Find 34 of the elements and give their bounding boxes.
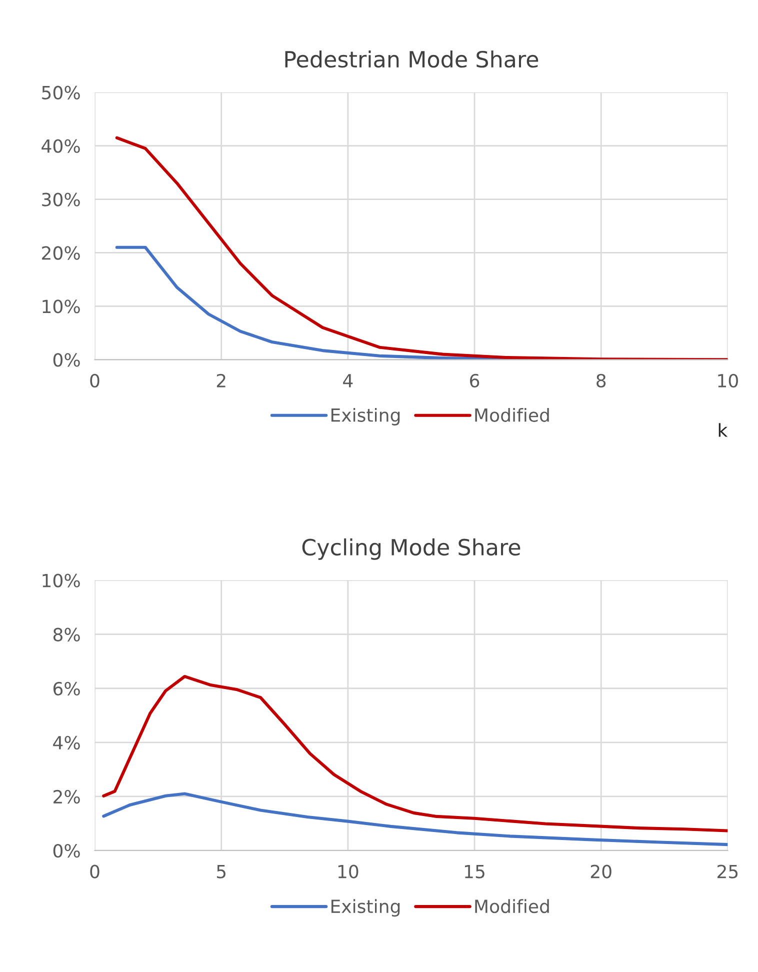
x-tick-label: 0 <box>90 374 100 388</box>
legend-label: Modified <box>475 408 549 422</box>
x-tick-label: 5 <box>216 864 226 878</box>
x-tick-label: 8 <box>596 374 606 388</box>
x-tick-label: 2 <box>216 374 226 388</box>
line-series <box>115 136 728 360</box>
x-tick-label: 0 <box>90 864 100 878</box>
x-tick-label: 20 <box>590 864 612 878</box>
y-tick-label: 0% <box>53 353 80 367</box>
y-tick-label: 4% <box>53 736 80 750</box>
y-tick-label: 10% <box>42 300 80 314</box>
y-tick-label: 20% <box>42 246 80 260</box>
legend-label: Existing <box>331 899 400 917</box>
chart-title: Cycling Mode Share <box>302 538 520 560</box>
y-tick-label: 30% <box>42 192 80 206</box>
legend-label: Modified <box>475 899 549 914</box>
line-series <box>102 674 728 832</box>
chart-title: Pedestrian Mode Share <box>285 50 538 68</box>
x-tick-label: 6 <box>470 374 480 388</box>
line-series <box>102 792 728 846</box>
x-tick-label: 25 <box>718 864 738 878</box>
y-tick-label: 10% <box>42 574 80 588</box>
y-tick-label: 0% <box>53 844 80 858</box>
y-tick-label: 50% <box>42 86 80 100</box>
x-tick-label: 10 <box>338 864 358 878</box>
y-tick-label: 6% <box>53 682 80 696</box>
y-tick-label: 2% <box>54 790 80 804</box>
y-tick-label: 8% <box>53 628 80 642</box>
text: k <box>718 423 728 437</box>
x-tick-label: 4 <box>343 374 353 388</box>
x-tick-label: 10 <box>718 374 738 388</box>
x-tick-label: 15 <box>465 864 484 878</box>
legend-label: Existing <box>331 408 400 426</box>
y-tick-label: 40% <box>42 139 80 153</box>
